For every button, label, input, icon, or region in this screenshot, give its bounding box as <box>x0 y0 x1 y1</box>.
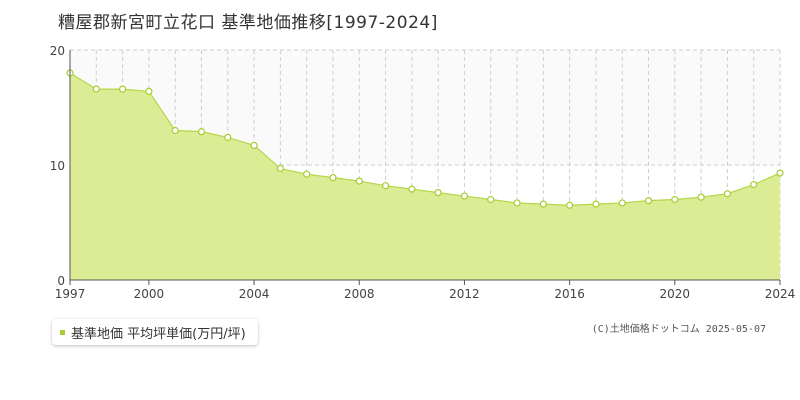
x-tick-label: 2008 <box>344 287 375 301</box>
data-point <box>644 197 653 205</box>
marker-layer <box>66 69 784 209</box>
data-point <box>697 193 705 201</box>
data-point <box>723 190 732 198</box>
x-tick-label: 2024 <box>765 287 796 301</box>
data-point <box>118 85 127 93</box>
data-point <box>381 182 390 190</box>
data-point <box>434 189 442 197</box>
data-point <box>303 170 311 178</box>
x-tick-label: 2004 <box>239 287 270 301</box>
y-tick-label: 20 <box>50 44 65 58</box>
data-point <box>92 85 100 93</box>
legend-label: 基準地価 平均坪単価(万円/坪) <box>71 326 246 342</box>
chart-title: 糟屋郡新宮町立花口 基準地価推移[1997-2024] <box>58 13 438 33</box>
data-point <box>776 169 784 177</box>
series-area <box>70 73 780 280</box>
x-tick-label: 2000 <box>134 287 165 301</box>
legend: 基準地価 平均坪単価(万円/坪) <box>52 319 258 345</box>
data-point <box>618 199 626 207</box>
legend-swatch-icon <box>60 329 65 335</box>
y-tick-label: 0 <box>57 274 65 288</box>
data-point <box>460 192 469 200</box>
x-tick-label: 2016 <box>554 287 585 301</box>
axis-layer <box>69 50 781 285</box>
x-tick-label: 1997 <box>55 287 86 301</box>
data-point <box>592 200 600 208</box>
data-point <box>513 199 521 207</box>
data-point <box>408 185 416 193</box>
y-tick-label: 10 <box>50 159 65 173</box>
data-point <box>566 201 574 209</box>
data-point <box>539 200 547 208</box>
tick-label-layer: 1997 2000 2004 2008 2012 2016 2020 2024 0 10 20 <box>50 44 796 301</box>
data-point <box>250 141 258 150</box>
data-point <box>171 126 179 135</box>
data-point <box>276 164 284 173</box>
data-point <box>750 180 758 189</box>
data-point <box>487 195 495 204</box>
x-tick-label: 2020 <box>660 287 691 301</box>
copyright-text: (C)土地価格ドットコム 2025-05-07 <box>591 324 766 335</box>
data-point <box>224 133 232 141</box>
x-tick-label: 2012 <box>449 287 480 301</box>
data-point <box>145 87 153 96</box>
data-point <box>671 195 679 204</box>
data-point <box>197 128 206 136</box>
series-line <box>69 72 781 206</box>
data-point <box>329 174 337 182</box>
data-point <box>355 177 363 185</box>
